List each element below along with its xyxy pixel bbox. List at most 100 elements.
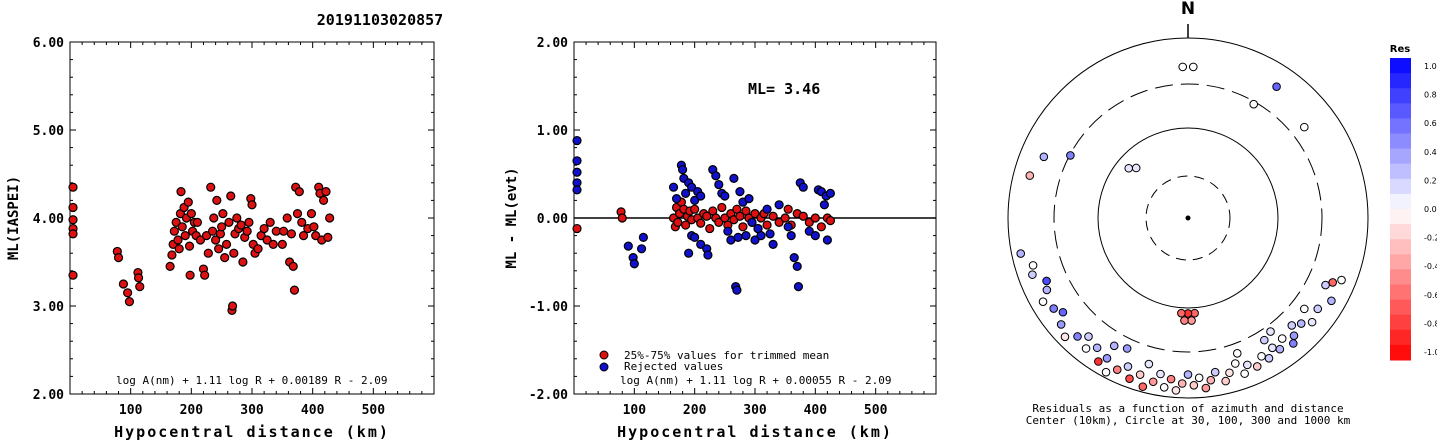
data-point [124,297,135,307]
station-residual-point [1328,278,1338,287]
station-residual-point [1138,382,1148,391]
station-residual-point [1177,308,1186,318]
legend-label-trimmed: 25%-75% values for trimmed mean [624,349,829,362]
data-point [135,282,145,292]
data-point [822,235,833,245]
data-point [720,191,730,201]
panel1-x-axis-label: Hypocentral distance (km) [114,423,390,441]
data-point [214,244,224,254]
y-tick-label: 2.00 [537,36,568,51]
station-residual-point [1178,62,1188,72]
data-point [768,211,778,221]
legend-marker-trimmed [599,350,609,360]
data-point [810,231,820,241]
data-point [638,232,648,242]
colorbar-tick-label: -0.4 [1424,262,1437,271]
colorbar-swatch [1390,314,1411,331]
panel2-axis-ticks: -2.00 -1.00 0.00 1.00 2.00 100 200 300 400 500 [529,36,936,418]
data-point [184,241,195,251]
colorbar-tick-label: 0.0 [1424,205,1437,214]
station-residual-point [1232,349,1242,358]
station-residual-point [1180,316,1189,325]
data-point [702,211,712,221]
station-residual-point [1201,383,1211,393]
station-residual-point [1073,332,1082,341]
data-point [762,220,772,230]
legend-marker-rejected [599,362,609,372]
colorbar-tick-label: -0.2 [1424,234,1437,243]
station-residual-point [1135,370,1145,379]
station-residual-point [1249,99,1258,109]
y-tick-label: -1.00 [529,300,568,315]
data-point [68,182,78,192]
data-point [278,226,289,236]
station-residual-point [1188,62,1198,72]
data-point [165,261,175,271]
colorbar-tick-label: 0.6 [1424,119,1437,128]
y-tick-label: 3.00 [33,300,64,315]
data-point [185,270,195,280]
data-point [206,182,216,192]
y-tick-label: 4.00 [33,212,64,227]
x-tick-label: 100 [119,403,143,418]
colorbar-swatch [1390,299,1411,316]
north-label: N [1181,0,1195,19]
station-residual-point [1092,343,1102,353]
data-point [687,182,697,192]
data-point [171,217,181,227]
station-residual-point [1240,369,1249,378]
data-point [810,213,820,223]
station-residual-point [1122,344,1132,353]
data-point [292,209,303,219]
station-residual-point [1049,304,1058,313]
data-point [68,215,78,225]
colorbar-tick-label: 0.2 [1424,176,1437,185]
data-point [572,167,582,177]
data-point [756,231,766,241]
data-point [221,239,232,249]
data-point [323,232,333,242]
data-point [798,211,808,221]
data-point [123,288,133,298]
data-point [192,217,202,227]
panel-residual-vs-distance: -2.00 -1.00 0.00 1.00 2.00 100 200 300 400 500 ML… [504,36,937,441]
data-point [203,248,213,258]
data-point [217,222,227,232]
polar-points [1016,62,1346,395]
data-point [696,239,706,249]
data-point [629,259,639,269]
colorbar-tick-label: 1.0 [1424,62,1437,71]
station-residual-point [1123,362,1133,371]
data-point [226,191,236,201]
colorbar-tick-label: -0.8 [1424,319,1437,328]
ring-300km [1053,83,1323,353]
station-residual-point [1337,275,1346,285]
station-residual-point [1028,261,1038,270]
data-point [774,217,784,227]
polar-caption: Residuals as a function of azimuth and d… [1032,402,1343,415]
station-residual-point [1210,367,1220,377]
station-residual-point [1313,304,1323,314]
data-point [572,135,582,146]
colorbar-swatch [1390,329,1411,346]
station-residual-point [1144,359,1154,369]
station-residual-point [1112,365,1122,375]
station-residual-point [1066,151,1075,160]
station-residual-point [1081,344,1091,353]
data-point [286,229,297,239]
station-residual-point [1159,383,1169,392]
y-tick-label: 1.00 [537,124,568,139]
data-point [318,195,329,205]
station-residual-point [1307,317,1317,327]
colorbar-swatch [1390,209,1411,225]
data-point [783,204,793,214]
polar-subcaption: Center (10km), Circle at 30, 100, 300 an… [1026,414,1351,427]
panel1-axis-ticks: 2.00 3.00 4.00 5.00 6.00 100 200 300 400 500 [33,36,434,418]
data-point [703,250,713,260]
station-residual-point [1177,379,1187,388]
data-point [783,222,793,232]
colorbar-tick-label: -0.6 [1424,291,1437,300]
colorbar-tick-label: 0.8 [1424,91,1437,100]
station-residual-point [1296,319,1306,328]
data-point [572,223,582,234]
